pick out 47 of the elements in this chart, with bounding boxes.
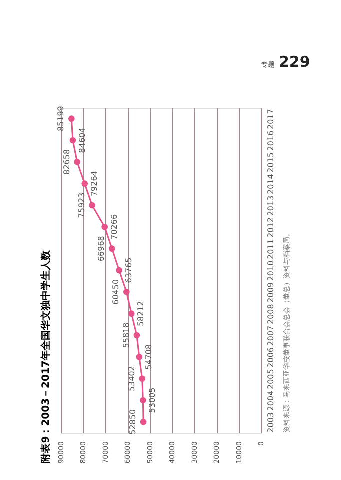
text: 附表9：2003－2017年全国华文独中学生人数: [40, 250, 52, 464]
data-label: 53005: [148, 388, 158, 414]
y-tick-label: 2013: [266, 196, 276, 216]
data-label: 53402: [127, 366, 136, 392]
y-tick-label: 2010: [266, 260, 276, 282]
data-label: 70266: [110, 214, 119, 240]
point: [89, 202, 96, 209]
data-label: 79264: [90, 171, 99, 197]
point: [136, 354, 143, 360]
data-label: 66968: [97, 236, 106, 262]
data-label: 75923: [77, 192, 86, 218]
y-tick-label: 2017: [266, 109, 276, 130]
point: [134, 332, 140, 339]
data-label: 82658: [62, 149, 72, 175]
y-tick-label: 2003: [266, 412, 276, 433]
point: [139, 376, 146, 382]
point: [128, 310, 135, 317]
point: [70, 137, 76, 144]
point: [140, 419, 147, 426]
y-tick-label: 2007: [266, 326, 276, 346]
point: [82, 180, 88, 187]
point: [102, 224, 108, 230]
point: [124, 289, 130, 296]
point: [140, 397, 146, 404]
data-label: 63765: [124, 258, 134, 284]
y-tick-label: 2012: [266, 217, 276, 238]
data-label: 58212: [136, 301, 146, 327]
data-label: 54708: [144, 344, 154, 370]
data-label: 52850: [128, 409, 138, 435]
data-label: 60450: [112, 279, 121, 305]
y-tick-label: 2015: [266, 152, 276, 173]
point: [109, 246, 116, 252]
text: 229: [279, 53, 310, 71]
y-tick-label: 2008: [266, 304, 276, 325]
y-tick-label: 2005: [266, 369, 276, 390]
point: [116, 267, 122, 274]
point: [68, 116, 75, 122]
y-tick-label: 2009: [266, 282, 276, 303]
y-tick-label: 2004: [266, 390, 276, 412]
y-tick-label: 2016: [266, 130, 276, 152]
data-label: 85199: [56, 106, 66, 132]
y-tick-label: 2014: [266, 174, 276, 195]
point: [74, 159, 80, 166]
data-label: 84604: [78, 128, 87, 154]
y-tick-label: 2006: [266, 347, 276, 368]
y-tick-label: 2011: [266, 239, 276, 260]
data-label: 55818: [122, 322, 131, 348]
